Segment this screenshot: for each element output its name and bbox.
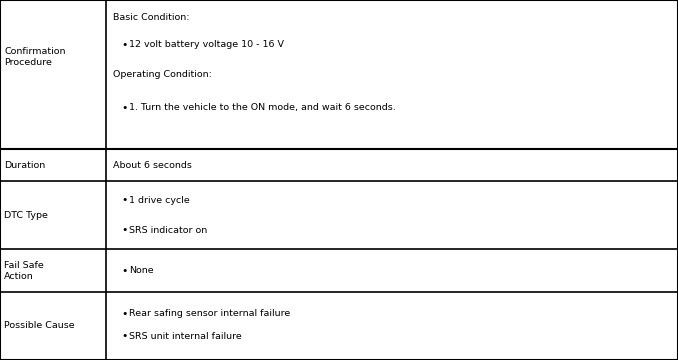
Text: SRS unit internal failure: SRS unit internal failure [129,332,242,341]
Text: SRS indicator on: SRS indicator on [129,226,207,235]
Text: None: None [129,266,154,275]
Text: Duration: Duration [4,161,45,170]
Text: •: • [121,195,127,205]
Text: Operating Condition:: Operating Condition: [113,70,212,79]
Text: •: • [121,225,127,235]
Text: •: • [121,331,127,341]
Text: 12 volt battery voltage 10 - 16 V: 12 volt battery voltage 10 - 16 V [129,40,285,49]
Text: Possible Cause: Possible Cause [4,321,75,330]
Text: •: • [121,309,127,319]
Text: 1 drive cycle: 1 drive cycle [129,196,191,205]
Text: •: • [121,103,127,113]
Text: Fail Safe
Action: Fail Safe Action [4,261,44,281]
Text: Confirmation
Procedure: Confirmation Procedure [4,47,66,67]
Text: About 6 seconds: About 6 seconds [113,161,192,170]
Text: Rear safing sensor internal failure: Rear safing sensor internal failure [129,309,291,318]
Text: 1. Turn the vehicle to the ON mode, and wait 6 seconds.: 1. Turn the vehicle to the ON mode, and … [129,103,396,112]
Text: Basic Condition:: Basic Condition: [113,13,190,22]
Text: •: • [121,40,127,50]
Text: •: • [121,266,127,276]
Text: DTC Type: DTC Type [4,211,48,220]
